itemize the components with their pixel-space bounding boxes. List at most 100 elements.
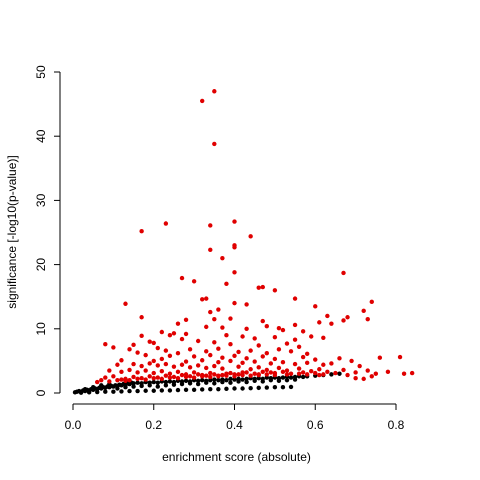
point-significant bbox=[127, 367, 132, 373]
point-nonsignificant bbox=[272, 385, 278, 390]
point-significant bbox=[183, 317, 189, 323]
point-significant bbox=[171, 364, 177, 369]
y-tick-label: 0 bbox=[34, 389, 48, 396]
point-nonsignificant bbox=[195, 378, 201, 384]
point-significant bbox=[200, 358, 205, 363]
point-significant bbox=[143, 368, 148, 373]
point-nonsignificant bbox=[195, 381, 201, 387]
point-significant bbox=[204, 296, 209, 301]
point-significant bbox=[187, 347, 193, 352]
point-significant bbox=[131, 374, 136, 380]
point-significant bbox=[309, 334, 314, 339]
point-significant bbox=[204, 349, 209, 354]
point-significant bbox=[264, 372, 269, 377]
point-significant bbox=[151, 376, 156, 381]
point-nonsignificant bbox=[232, 377, 237, 382]
point-significant bbox=[179, 336, 185, 342]
point-significant bbox=[280, 327, 286, 333]
point-significant bbox=[139, 333, 144, 339]
point-significant bbox=[147, 374, 152, 379]
point-significant bbox=[200, 98, 205, 104]
point-significant bbox=[272, 288, 278, 293]
point-significant bbox=[296, 371, 302, 376]
point-significant bbox=[321, 362, 326, 367]
y-tick-label: 10 bbox=[34, 322, 48, 336]
point-significant bbox=[276, 325, 282, 331]
point-significant bbox=[163, 361, 169, 367]
point-nonsignificant bbox=[135, 380, 140, 385]
point-nonsignificant bbox=[86, 390, 92, 395]
point-significant bbox=[345, 315, 350, 320]
point-significant bbox=[292, 361, 298, 367]
point-significant bbox=[191, 375, 197, 380]
point-significant bbox=[115, 377, 120, 383]
point-significant bbox=[304, 372, 310, 377]
point-significant bbox=[345, 372, 350, 378]
point-significant bbox=[361, 308, 366, 314]
point-nonsignificant bbox=[268, 377, 274, 383]
point-significant bbox=[361, 376, 366, 382]
point-significant bbox=[313, 370, 318, 376]
point-nonsignificant bbox=[276, 378, 282, 384]
point-nonsignificant bbox=[151, 379, 156, 385]
point-significant bbox=[159, 376, 165, 382]
point-significant bbox=[264, 350, 269, 356]
point-significant bbox=[200, 297, 205, 302]
point-significant bbox=[252, 371, 257, 376]
point-nonsignificant bbox=[329, 372, 334, 377]
point-significant bbox=[284, 341, 290, 346]
point-significant bbox=[195, 363, 201, 368]
point-significant bbox=[204, 324, 209, 330]
point-nonsignificant bbox=[216, 377, 221, 383]
point-significant bbox=[103, 342, 108, 347]
point-significant bbox=[131, 361, 136, 367]
point-nonsignificant bbox=[171, 382, 177, 387]
point-significant bbox=[317, 320, 322, 325]
point-significant bbox=[187, 374, 193, 379]
point-significant bbox=[264, 324, 269, 329]
point-significant bbox=[341, 367, 346, 373]
point-significant bbox=[159, 368, 165, 374]
point-significant bbox=[268, 361, 274, 366]
point-significant bbox=[248, 234, 253, 239]
point-significant bbox=[143, 352, 148, 358]
point-significant bbox=[272, 372, 278, 378]
point-significant bbox=[135, 370, 140, 375]
x-tick-label: 0.6 bbox=[307, 418, 324, 432]
data-points bbox=[72, 89, 415, 395]
point-significant bbox=[171, 374, 177, 380]
point-significant bbox=[220, 355, 225, 360]
point-significant bbox=[272, 356, 278, 362]
point-significant bbox=[123, 378, 128, 384]
x-tick-label: 0.4 bbox=[226, 418, 243, 432]
point-significant bbox=[329, 321, 334, 326]
point-significant bbox=[139, 229, 144, 234]
point-significant bbox=[300, 370, 306, 375]
point-significant bbox=[244, 302, 249, 307]
point-significant bbox=[167, 333, 173, 338]
point-significant bbox=[212, 316, 217, 322]
point-significant bbox=[409, 370, 415, 376]
point-significant bbox=[264, 367, 269, 373]
point-nonsignificant bbox=[143, 388, 148, 393]
point-significant bbox=[341, 318, 346, 323]
point-nonsignificant bbox=[208, 386, 213, 392]
point-significant bbox=[204, 373, 209, 378]
point-nonsignificant bbox=[224, 386, 229, 392]
point-significant bbox=[252, 359, 257, 364]
point-significant bbox=[240, 360, 245, 366]
point-significant bbox=[131, 342, 136, 348]
point-significant bbox=[244, 326, 249, 331]
x-axis-label: enrichment score (absolute) bbox=[162, 450, 311, 464]
point-nonsignificant bbox=[288, 375, 294, 380]
point-significant bbox=[147, 339, 152, 344]
point-significant bbox=[135, 350, 140, 355]
point-nonsignificant bbox=[240, 386, 245, 391]
x-tick-label: 0.2 bbox=[145, 418, 162, 432]
point-significant bbox=[313, 357, 318, 362]
point-significant bbox=[208, 223, 213, 228]
point-significant bbox=[244, 356, 249, 361]
point-significant bbox=[260, 369, 265, 375]
point-nonsignificant bbox=[90, 385, 96, 390]
